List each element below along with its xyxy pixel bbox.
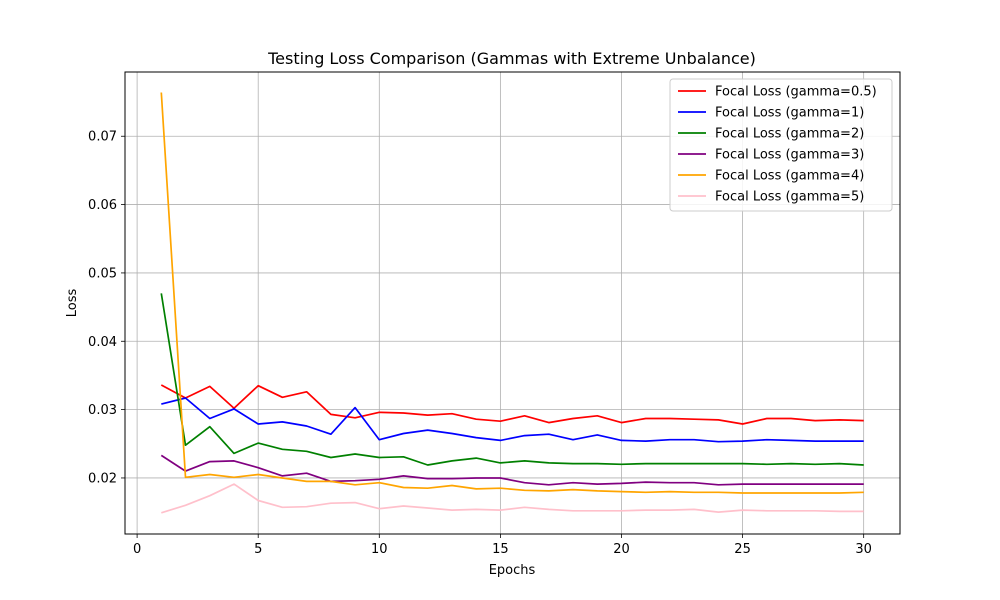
y-tick-label: 0.02 (88, 471, 117, 486)
series-line (161, 397, 864, 443)
x-tick-label: 0 (133, 542, 141, 557)
legend-box (669, 78, 893, 212)
legend-label: Focal Loss (gamma=5) (715, 190, 864, 205)
y-tick-label: 0.05 (88, 266, 117, 281)
x-tick-label: 10 (371, 542, 388, 557)
x-tick-label: 15 (492, 542, 509, 557)
grid (125, 72, 900, 534)
x-axis-label: Epochs (489, 563, 536, 578)
legend-label: Focal Loss (gamma=4) (715, 169, 864, 184)
y-tick-label: 0.07 (88, 130, 117, 145)
legend-label: Focal Loss (gamma=1) (715, 106, 864, 121)
chart-title: Testing Loss Comparison (Gammas with Ext… (267, 49, 756, 68)
series-lines (160, 92, 864, 514)
x-tick-label: 30 (855, 542, 872, 557)
legend: Focal Loss (gamma=0.5) Focal Loss (gamma=… (669, 78, 893, 212)
y-axis-label: Loss (65, 289, 80, 318)
legend-label: Focal Loss (gamma=0.5) (715, 85, 877, 100)
legend-label: Focal Loss (gamma=3) (715, 148, 864, 163)
plot-area-frame (124, 71, 901, 535)
y-tick-label: 0.06 (88, 198, 117, 213)
axis-ticks: 0 5 10 15 20 25 30 0.02 0.03 0.04 0.05 0.06 0.07 (88, 130, 872, 557)
x-tick-label: 25 (734, 542, 751, 557)
series-line (161, 483, 864, 514)
series-line (160, 92, 864, 494)
series-line (160, 454, 864, 486)
series-line (160, 384, 864, 425)
legend-label: Focal Loss (gamma=2) (715, 127, 864, 142)
y-tick-label: 0.03 (88, 403, 117, 418)
series-line (160, 293, 864, 466)
y-tick-label: 0.04 (88, 335, 117, 350)
x-tick-label: 20 (613, 542, 630, 557)
x-tick-label: 5 (254, 542, 262, 557)
